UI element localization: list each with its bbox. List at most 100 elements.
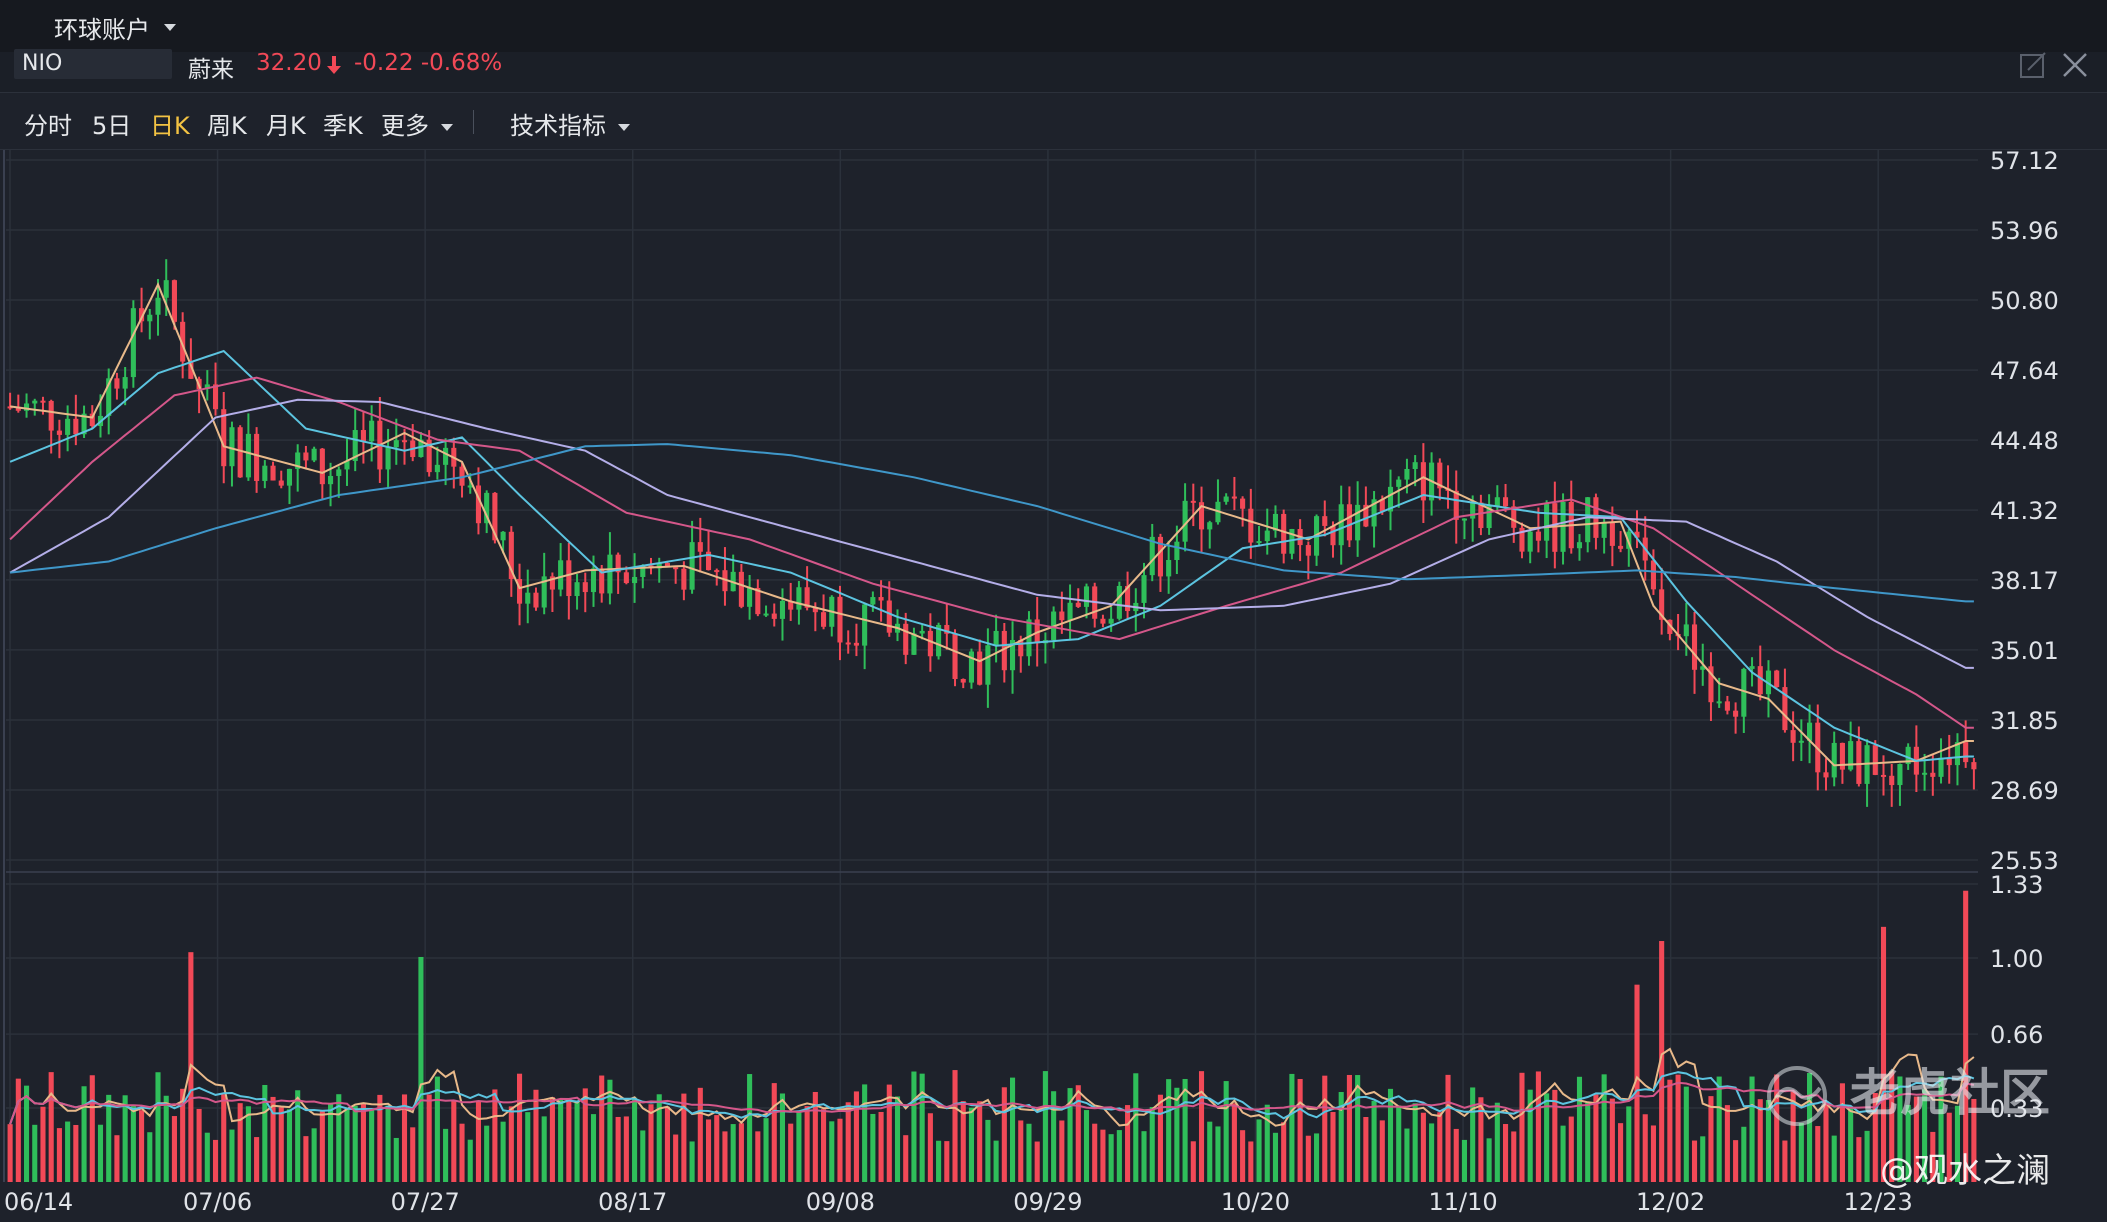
- candle-body: [1018, 640, 1024, 657]
- candle-body: [533, 592, 539, 608]
- volume-bar: [106, 1094, 112, 1182]
- chart-axes: 57.12 53.96 50.80 47.64 44.48 41.32 38.17 35.01…: [4, 150, 2059, 1216]
- volume-bar: [360, 1102, 366, 1182]
- volume-bar: [968, 1107, 975, 1182]
- candle-body: [1519, 527, 1525, 552]
- volume-bar: [508, 1106, 514, 1182]
- tab-weekly-k[interactable]: 周K: [207, 112, 247, 140]
- volume-bar: [1453, 1128, 1459, 1182]
- volume-bar: [1461, 1139, 1468, 1182]
- candle-body: [114, 378, 120, 389]
- tab-quarterly-k[interactable]: 季K: [323, 112, 363, 140]
- volume-bar: [7, 1124, 13, 1182]
- volume-bar: [705, 1119, 712, 1182]
- price-axis-label: 44.48: [1990, 427, 2059, 455]
- candle-body: [139, 308, 145, 322]
- volume-bar: [254, 1137, 260, 1182]
- volume-ma-lines: [9, 1047, 1975, 1127]
- volume-bar: [582, 1088, 588, 1182]
- volume-bar: [558, 1099, 564, 1182]
- close-icon[interactable]: [2060, 50, 2090, 80]
- candle-body: [1420, 462, 1426, 501]
- candle-body: [837, 596, 843, 643]
- volume-bar: [911, 1071, 917, 1182]
- candle-body: [1502, 497, 1509, 507]
- candle-body: [1198, 502, 1205, 530]
- volume-bar: [1774, 1074, 1780, 1182]
- volume-bar: [410, 1127, 416, 1182]
- volume-bar: [1618, 1123, 1624, 1182]
- candle-body: [1527, 531, 1533, 552]
- candle-body: [1667, 619, 1673, 634]
- candle-body: [1166, 560, 1172, 577]
- candle-body: [1511, 506, 1517, 528]
- candle-body: [1338, 504, 1344, 546]
- candle-body: [1872, 745, 1878, 775]
- toolbar-divider: [473, 110, 474, 134]
- candle-body: [1412, 462, 1418, 469]
- account-selector[interactable]: 环球账户: [54, 10, 176, 45]
- volume-bar: [516, 1073, 523, 1182]
- volume-bar: [944, 1141, 950, 1182]
- volume-bar: [936, 1140, 942, 1182]
- candle-body: [1749, 666, 1755, 669]
- volume-bar: [1026, 1123, 1032, 1182]
- candle-body: [212, 384, 219, 410]
- volume-bar: [1659, 941, 1665, 1182]
- volume-bar: [196, 1108, 202, 1182]
- price-change-value: -0.22: [354, 50, 414, 76]
- volume-bar: [1198, 1071, 1205, 1182]
- volume-bar: [23, 1085, 30, 1182]
- candle-body: [747, 587, 753, 607]
- chart-area[interactable]: 57.12 53.96 50.80 47.64 44.48 41.32 38.17 35.01…: [0, 150, 2107, 1222]
- tab-daily-k[interactable]: 日K: [150, 112, 190, 140]
- candle-body: [771, 613, 777, 619]
- candle-body: [1650, 560, 1656, 590]
- candle-body: [1371, 499, 1377, 527]
- volume-bar: [1856, 1137, 1862, 1182]
- candle-body: [1897, 764, 1903, 786]
- candle-body: [1823, 772, 1829, 778]
- volume-bar: [484, 1125, 490, 1182]
- candle-body: [804, 587, 810, 608]
- date-axis-label: 11/10: [1428, 1188, 1497, 1216]
- tab-more[interactable]: 更多: [381, 106, 453, 141]
- tab-intraday[interactable]: 分时: [24, 112, 72, 140]
- candle-body: [1075, 602, 1081, 607]
- candle-body: [640, 565, 646, 577]
- price-axis-label: 41.32: [1990, 497, 2059, 525]
- volume-bar: [1240, 1130, 1246, 1182]
- volume-bar: [163, 1095, 169, 1182]
- volume-bar: [1535, 1071, 1541, 1182]
- volume-bar: [1872, 1093, 1878, 1182]
- volume-bar: [1322, 1075, 1328, 1182]
- candle-body: [1461, 518, 1468, 521]
- candle-body: [15, 406, 21, 411]
- volume-bar: [894, 1096, 901, 1182]
- volume-bar: [1248, 1141, 1254, 1182]
- date-axis-label: 09/29: [1013, 1188, 1082, 1216]
- candle-body: [48, 400, 54, 431]
- volume-bar: [1749, 1076, 1755, 1182]
- volume-bar: [1897, 1076, 1903, 1182]
- date-axis-label: 06/14: [4, 1188, 73, 1216]
- volume-bar: [1042, 1071, 1048, 1182]
- volume-bar: [89, 1075, 95, 1182]
- volume-bar: [221, 1094, 227, 1182]
- volume-bar: [1700, 1136, 1706, 1182]
- tab-monthly-k[interactable]: 月K: [266, 112, 306, 140]
- candle-body: [1494, 497, 1500, 507]
- volume-bar: [673, 1134, 679, 1182]
- price-axis-label: 31.85: [1990, 707, 2059, 735]
- tab-5day[interactable]: 5日: [92, 112, 132, 140]
- symbol-input[interactable]: NIO: [14, 49, 172, 79]
- candle-body: [147, 314, 153, 322]
- candle-body: [1601, 521, 1607, 538]
- candle-body: [697, 542, 703, 552]
- volume-bar: [1757, 1099, 1763, 1182]
- popout-icon[interactable]: [2018, 50, 2048, 80]
- indicator-menu[interactable]: 技术指标: [510, 106, 630, 141]
- candle-body: [1831, 742, 1837, 778]
- volume-bar: [15, 1078, 21, 1182]
- volume-bar: [1683, 1086, 1689, 1182]
